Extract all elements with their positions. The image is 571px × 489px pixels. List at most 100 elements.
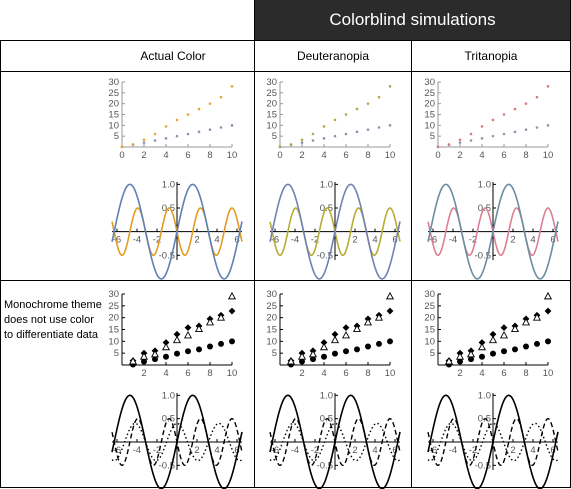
data-point: [377, 95, 381, 99]
y-tick-label: 5: [114, 348, 119, 359]
data-point-triangle: [543, 291, 553, 300]
x-tick-label: 0: [277, 150, 282, 161]
x-tick-label: 10: [385, 150, 396, 161]
y-tick-label: 25: [108, 88, 119, 99]
data-point-triangle: [194, 324, 204, 332]
data-point-circle: [534, 340, 540, 347]
grid-line-bottom: [0, 487, 571, 488]
data-point: [355, 130, 359, 134]
y-tick-label: 25: [266, 88, 277, 99]
x-tick-label: -2: [311, 235, 319, 246]
data-point-circle: [310, 356, 316, 363]
x-tick-label: 6: [343, 368, 348, 379]
x-tick-label: -4: [133, 235, 141, 246]
data-point: [120, 145, 124, 148]
data-point-triangle: [330, 335, 340, 344]
line-mono-deuteranopia: -6 -4 -2 2 4 61.00.5-0.5: [269, 390, 401, 489]
y-tick-label: 10: [424, 120, 435, 131]
header-title: Colorblind simulations: [329, 10, 496, 29]
y-tick-label: 5: [430, 131, 435, 142]
y-tick-label: 30: [424, 77, 435, 88]
data-point: [502, 132, 506, 136]
y-tick-label: 10: [424, 336, 435, 347]
data-point-diamond: [386, 307, 394, 315]
data-point-triangle: [172, 335, 182, 344]
x-tick-label: 2: [299, 150, 304, 161]
data-point-circle: [387, 338, 393, 345]
x-tick-label: 4: [214, 445, 219, 456]
y-tick-label: 1.0: [320, 390, 333, 401]
y-tick-label: 15: [266, 110, 277, 121]
monochrome-note: Monochrome theme does not use color to d…: [4, 299, 102, 341]
y-tick-label: 10: [108, 336, 119, 347]
data-point: [142, 138, 146, 142]
data-point-triangle: [341, 330, 351, 339]
data-point-circle: [141, 358, 147, 365]
data-point-circle: [545, 338, 551, 345]
data-point-triangle: [161, 342, 171, 351]
y-tick-label: 1.0: [478, 179, 491, 190]
data-point: [333, 134, 337, 138]
data-point-triangle: [444, 357, 454, 365]
x-tick-label: 8: [207, 368, 212, 379]
x-tick-label: 10: [543, 368, 554, 379]
data-point-circle: [207, 343, 213, 350]
x-tick-label: 2: [141, 368, 146, 379]
y-tick-label: 20: [108, 99, 119, 110]
x-tick-label: 6: [550, 235, 555, 246]
data-point-circle: [512, 346, 518, 353]
x-tick-label: 10: [227, 150, 238, 161]
x-tick-label: -2: [153, 445, 161, 456]
data-point: [153, 139, 157, 142]
x-tick-label: 10: [385, 368, 396, 379]
x-tick-label: 4: [479, 368, 484, 379]
data-point: [344, 113, 348, 116]
y-tick-label: 30: [424, 289, 435, 300]
x-tick-label: -4: [449, 445, 457, 456]
data-point: [311, 139, 315, 142]
data-point-triangle: [150, 349, 160, 358]
x-tick-label: -4: [291, 235, 299, 246]
x-tick-label: 6: [185, 150, 190, 161]
x-tick-label: -2: [311, 445, 319, 456]
data-point: [388, 85, 392, 88]
y-tick-label: 30: [108, 289, 119, 300]
data-point-circle: [163, 353, 169, 360]
x-tick-label: -6: [271, 235, 279, 246]
y-tick-label: 10: [266, 120, 277, 131]
data-point: [186, 132, 190, 136]
x-tick-label: 4: [530, 445, 535, 456]
data-point-circle: [152, 356, 158, 363]
x-tick-label: 2: [457, 368, 462, 379]
data-point: [175, 134, 179, 138]
x-tick-label: -4: [449, 235, 457, 246]
x-tick-label: 2: [352, 445, 357, 456]
data-point-circle: [196, 346, 202, 353]
data-point: [535, 126, 539, 129]
line-mono-tritanopia: -6 -4 -2 2 4 61.00.5-0.5: [427, 390, 559, 489]
data-point: [436, 145, 440, 148]
y-tick-label: 20: [424, 313, 435, 324]
data-point: [355, 107, 359, 111]
x-tick-label: 2: [510, 235, 515, 246]
data-point-circle: [376, 340, 382, 347]
y-tick-label: -0.5: [159, 460, 175, 471]
series-line-solid: [427, 394, 559, 489]
x-tick-label: 4: [321, 368, 326, 379]
line-mono-actual: -6 -4 -2 2 4 61.00.5-0.5: [111, 390, 243, 489]
data-point-diamond: [184, 324, 192, 332]
data-point-diamond: [342, 324, 350, 332]
data-point-circle: [174, 350, 180, 357]
y-tick-label: -0.5: [475, 250, 491, 261]
y-tick-label: -0.5: [159, 250, 175, 261]
x-tick-label: 4: [163, 368, 168, 379]
x-tick-label: 2: [299, 368, 304, 379]
data-point: [219, 126, 223, 129]
data-point: [333, 118, 337, 122]
data-point: [513, 107, 517, 111]
series-line-solid: [269, 394, 401, 489]
x-tick-label: 8: [523, 150, 528, 161]
data-point-triangle: [499, 330, 509, 339]
